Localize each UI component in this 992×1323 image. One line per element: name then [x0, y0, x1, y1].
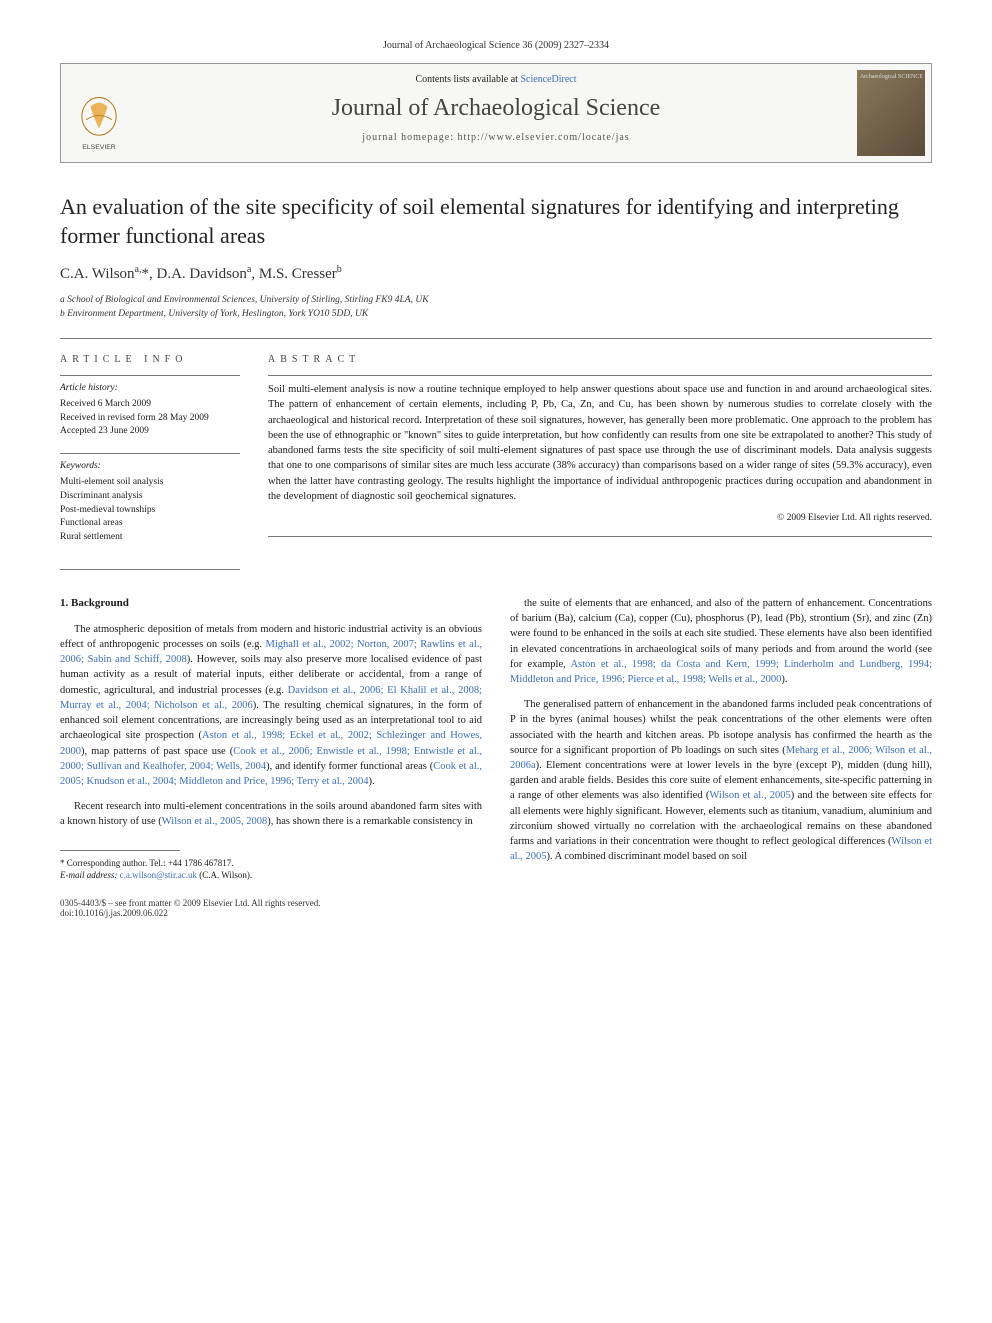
body-text: ). A combined discriminant model based o… [546, 851, 747, 862]
corresponding-author-note: * Corresponding author. Tel.: +44 1786 4… [60, 857, 482, 870]
cover-thumb-cell: Archaeological SCIENCE [851, 64, 931, 162]
divider [268, 375, 932, 376]
history-received: Received 6 March 2009 [60, 398, 240, 412]
body-text: ). [368, 776, 374, 787]
footer-left: 0305-4403/$ – see front matter © 2009 El… [60, 898, 321, 918]
journal-cover-thumbnail: Archaeological SCIENCE [857, 70, 925, 156]
contents-available-line: Contents lists available at ScienceDirec… [157, 74, 835, 85]
keywords-block: Keywords: Multi-element soil analysis Di… [60, 460, 240, 545]
info-abstract-row: ARTICLE INFO Article history: Received 6… [60, 353, 932, 559]
author-list: C.A. Wilsona,*, D.A. Davidsona, M.S. Cre… [60, 264, 932, 283]
keyword: Multi-element soil analysis [60, 476, 240, 490]
body-paragraph: The generalised pattern of enhancement i… [510, 697, 932, 864]
abstract-copyright: © 2009 Elsevier Ltd. All rights reserved… [268, 512, 932, 526]
page-footer: 0305-4403/$ – see front matter © 2009 El… [60, 898, 932, 918]
history-head: Article history: [60, 382, 240, 396]
abstract-label: ABSTRACT [268, 353, 932, 368]
divider [60, 375, 240, 376]
affiliation-b: b Environment Department, University of … [60, 307, 932, 321]
article-info-label: ARTICLE INFO [60, 353, 240, 368]
footnotes: * Corresponding author. Tel.: +44 1786 4… [60, 857, 482, 882]
body-columns: 1. Background The atmospheric deposition… [60, 596, 932, 882]
cover-label: Archaeological SCIENCE [860, 74, 923, 81]
keyword: Functional areas [60, 517, 240, 531]
divider [60, 338, 932, 339]
banner-center: Contents lists available at ScienceDirec… [141, 64, 851, 162]
running-header: Journal of Archaeological Science 36 (20… [60, 40, 932, 51]
body-text: ). [781, 674, 787, 685]
elsevier-label: ELSEVIER [82, 144, 116, 151]
keyword: Post-medieval townships [60, 504, 240, 518]
body-paragraph: the suite of elements that are enhanced,… [510, 596, 932, 687]
affiliations: a School of Biological and Environmental… [60, 293, 932, 322]
article-history: Article history: Received 6 March 2009 R… [60, 382, 240, 439]
citation-link[interactable]: Aston et al., 1998; da Costa and Kern, 1… [510, 659, 932, 685]
article-info-column: ARTICLE INFO Article history: Received 6… [60, 353, 240, 559]
body-text: ), and identify former functional areas … [266, 761, 433, 772]
journal-name: Journal of Archaeological Science [157, 95, 835, 122]
journal-homepage[interactable]: journal homepage: http://www.elsevier.co… [157, 132, 835, 143]
publisher-logo-cell: ELSEVIER [61, 64, 141, 162]
elsevier-logo-icon: ELSEVIER [69, 94, 129, 154]
body-paragraph: The atmospheric deposition of metals fro… [60, 622, 482, 789]
affiliation-a: a School of Biological and Environmental… [60, 293, 932, 307]
email-tail: (C.A. Wilson). [197, 870, 252, 880]
sciencedirect-link[interactable]: ScienceDirect [520, 74, 576, 85]
divider [60, 569, 240, 570]
history-revised: Received in revised form 28 May 2009 [60, 412, 240, 426]
article-title: An evaluation of the site specificity of… [60, 193, 932, 250]
body-paragraph: Recent research into multi-element conce… [60, 799, 482, 829]
citation-link[interactable]: Wilson et al., 2005, 2008 [162, 816, 267, 827]
email-link[interactable]: c.a.wilson@stir.ac.uk [120, 870, 197, 880]
keyword: Discriminant analysis [60, 490, 240, 504]
journal-banner: ELSEVIER Contents lists available at Sci… [60, 63, 932, 163]
abstract-column: ABSTRACT Soil multi-element analysis is … [268, 353, 932, 559]
keyword: Rural settlement [60, 531, 240, 545]
divider [60, 453, 240, 454]
contents-prefix: Contents lists available at [415, 74, 520, 85]
body-text: ), has shown there is a remarkable consi… [267, 816, 473, 827]
body-text: ), map patterns of past space use ( [81, 746, 233, 757]
section-heading: 1. Background [60, 596, 482, 612]
footnote-separator [60, 850, 180, 851]
keywords-head: Keywords: [60, 460, 240, 474]
email-line: E-mail address: c.a.wilson@stir.ac.uk (C… [60, 869, 482, 882]
divider [268, 536, 932, 537]
history-accepted: Accepted 23 June 2009 [60, 425, 240, 439]
abstract-text: Soil multi-element analysis is now a rou… [268, 382, 932, 504]
email-label: E-mail address: [60, 870, 120, 880]
citation-link[interactable]: Wilson et al., 2005 [709, 790, 790, 801]
